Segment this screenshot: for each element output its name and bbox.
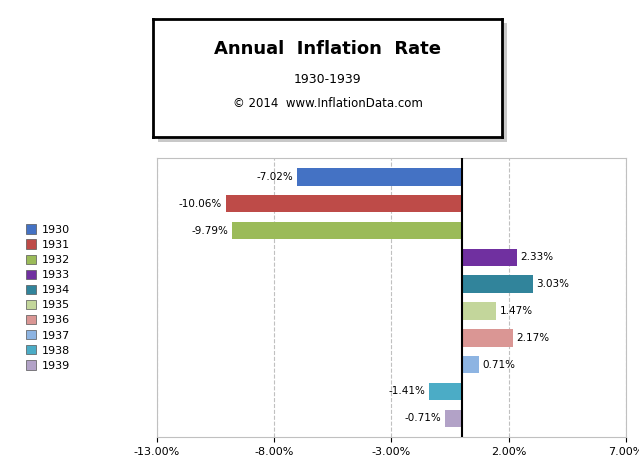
Bar — [462, 329, 512, 346]
Bar — [232, 222, 462, 239]
Bar — [462, 249, 516, 266]
Bar — [462, 275, 533, 293]
Text: -0.71%: -0.71% — [405, 413, 442, 423]
Bar — [445, 410, 462, 427]
Text: 1.47%: 1.47% — [500, 306, 533, 316]
Bar — [429, 383, 462, 400]
Text: 0.71%: 0.71% — [482, 359, 515, 370]
Bar — [462, 356, 479, 373]
Bar — [226, 195, 462, 213]
Text: 2.33%: 2.33% — [520, 252, 553, 262]
Text: 1930-1939: 1930-1939 — [294, 73, 362, 86]
Legend: 1930, 1931, 1932, 1933, 1934, 1935, 1936, 1937, 1938, 1939: 1930, 1931, 1932, 1933, 1934, 1935, 1936… — [24, 222, 72, 373]
Bar — [297, 168, 462, 186]
Text: 3.03%: 3.03% — [537, 279, 569, 289]
Text: 2.17%: 2.17% — [516, 333, 550, 343]
Text: © 2014  www.InflationData.com: © 2014 www.InflationData.com — [233, 97, 423, 110]
Text: -1.41%: -1.41% — [389, 386, 425, 397]
Text: -10.06%: -10.06% — [179, 199, 222, 209]
Text: -9.79%: -9.79% — [192, 226, 228, 236]
Text: -7.02%: -7.02% — [257, 172, 293, 182]
Text: Annual  Inflation  Rate: Annual Inflation Rate — [214, 40, 442, 58]
Bar — [462, 302, 497, 320]
